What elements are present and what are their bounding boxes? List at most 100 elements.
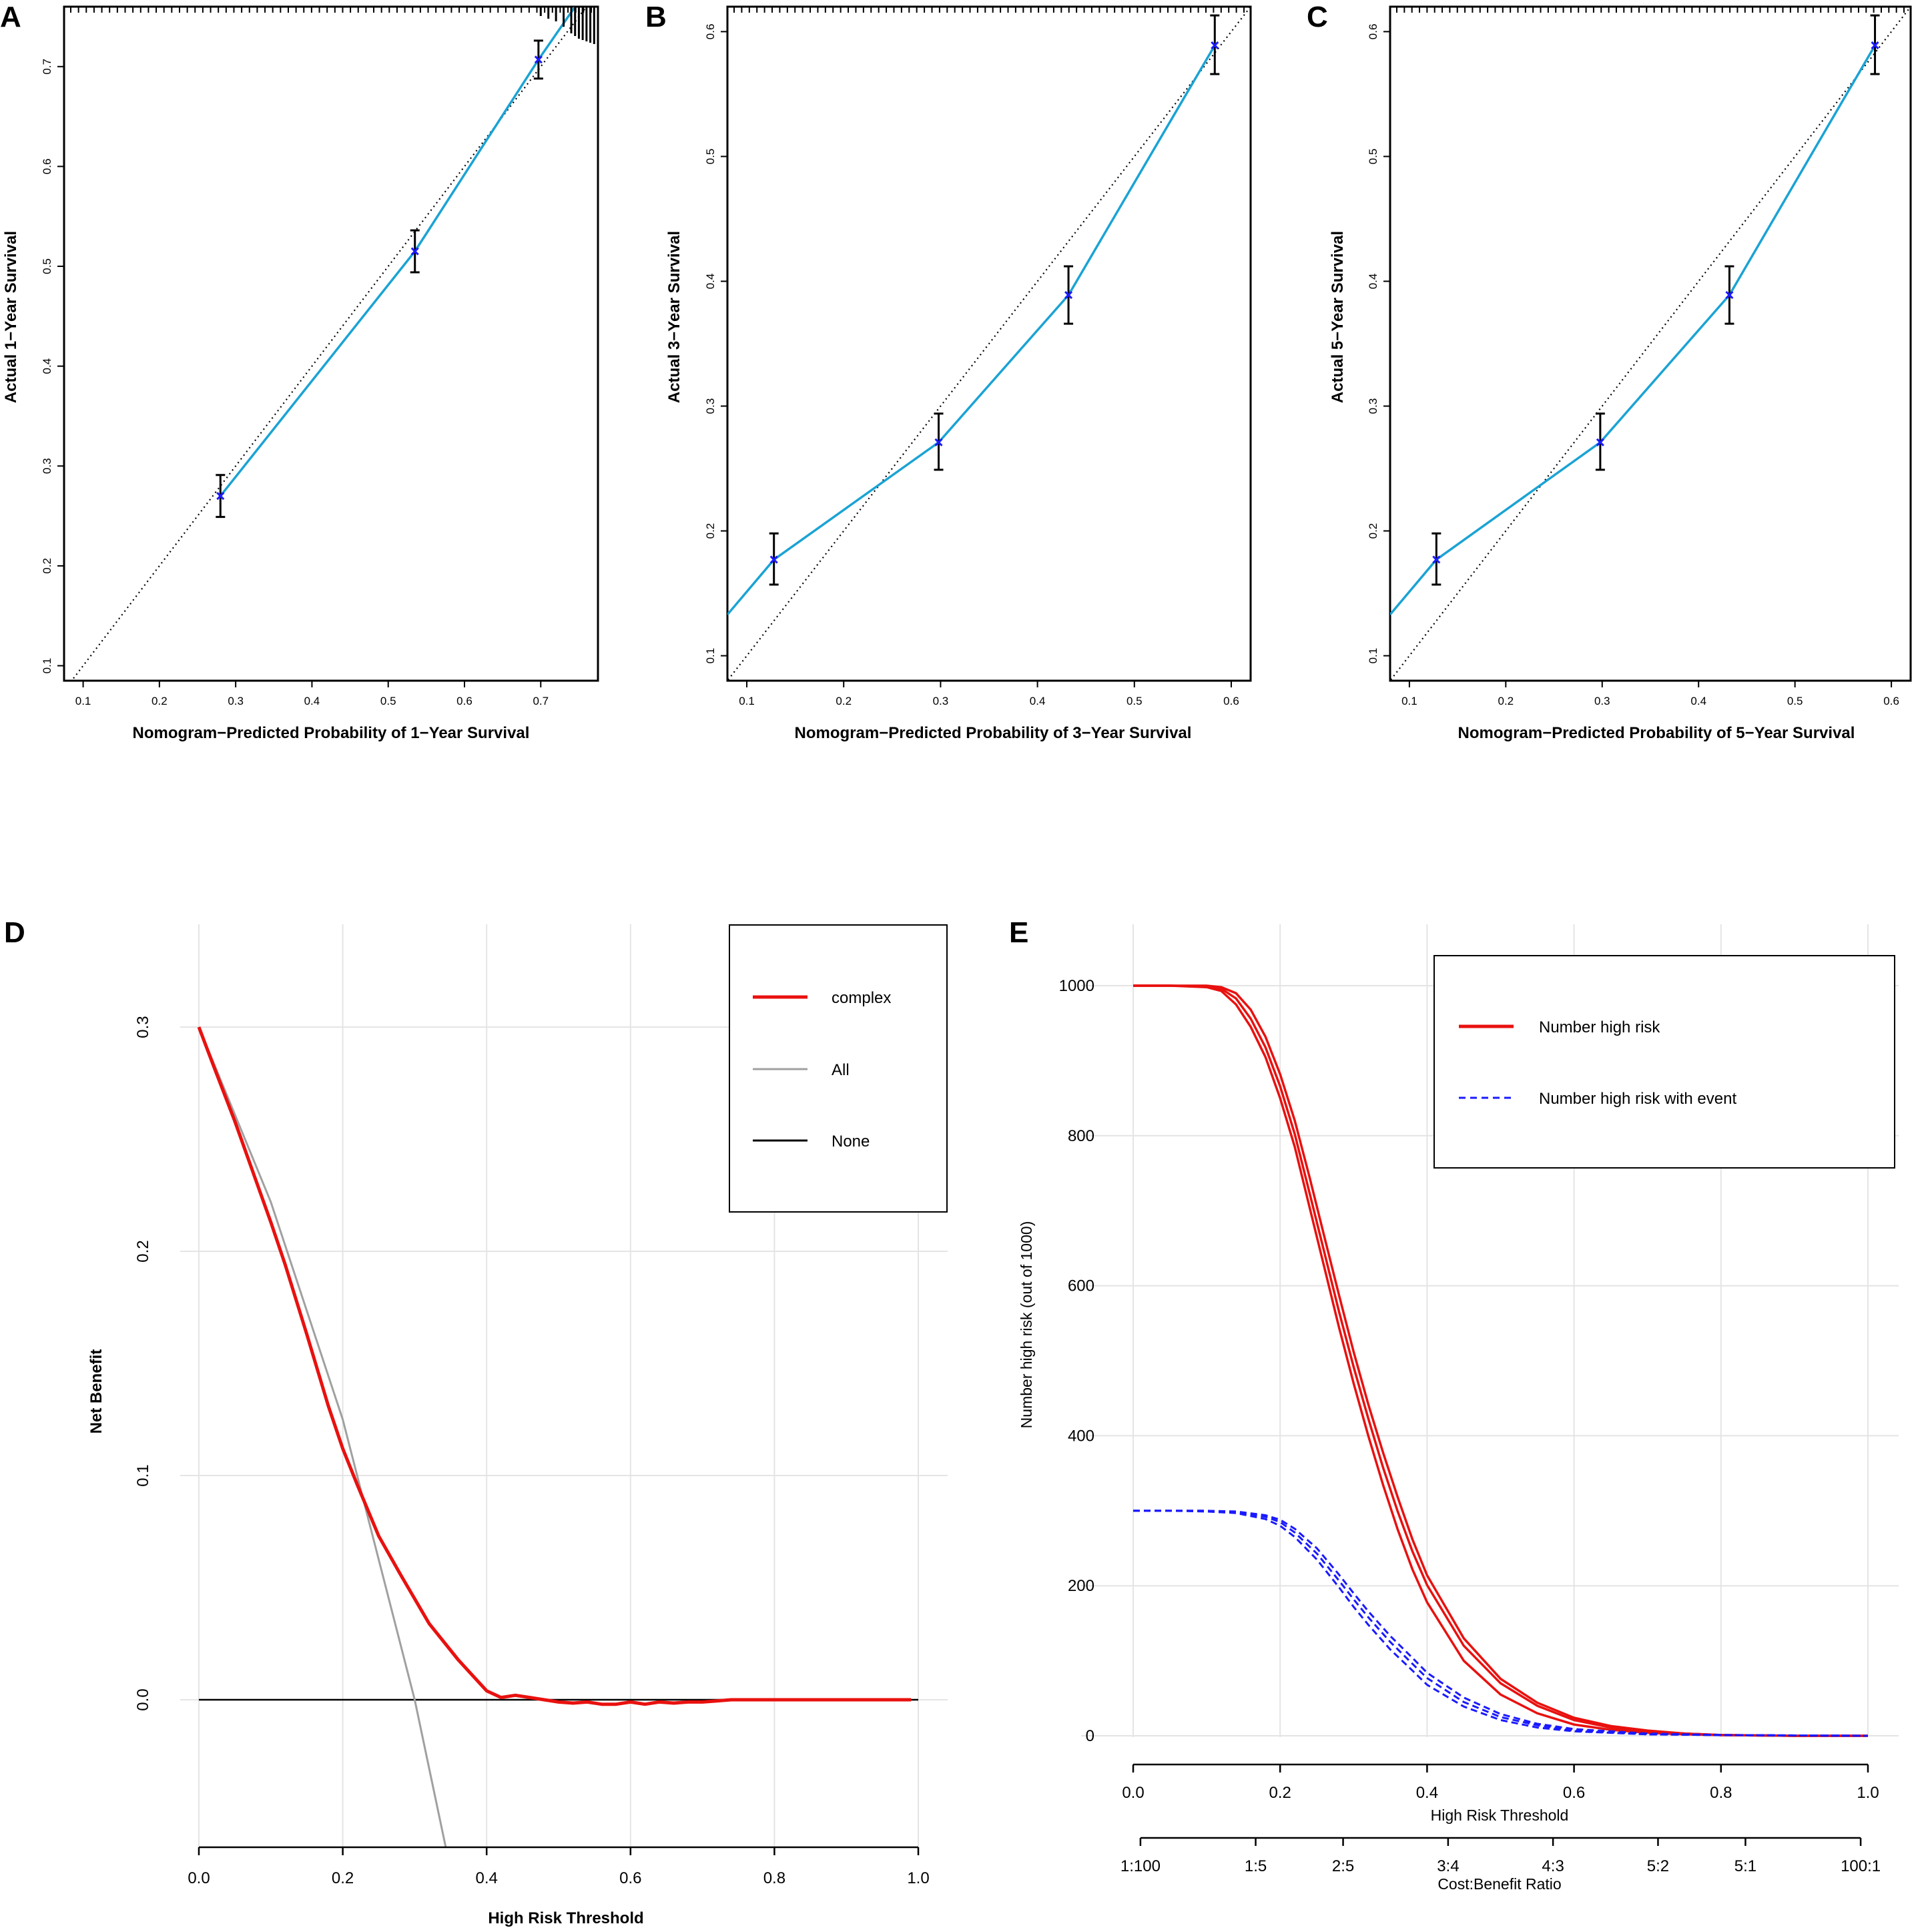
ideal-reference-line <box>727 7 1251 681</box>
x-axis-label-e: High Risk Threshold <box>1431 1807 1569 1824</box>
series-complex <box>197 1026 912 1706</box>
calibration-plot-a: 0.1 0.2 0.3 0.4 0.5 0.6 0.7 0.1 0.2 0.3 0.4 0.5 0.6 0… <box>41 7 595 707</box>
legend-label-with-event: Number high risk with event <box>1539 1090 1736 1108</box>
plot-frame-c <box>1389 5 1912 682</box>
y-tick-label: 0 <box>1086 1727 1094 1745</box>
y-tick-label: 0.7 <box>41 59 53 75</box>
x-tick-label: 0.4 <box>1416 1784 1438 1802</box>
x-tick-label: 0.5 <box>1787 695 1803 707</box>
y-tick-label: 0.1 <box>704 648 717 664</box>
x-tick-label: 0.5 <box>380 695 396 707</box>
y-tick-label: 600 <box>1068 1277 1094 1295</box>
data-point <box>1596 438 1604 446</box>
data-point <box>1211 41 1219 50</box>
legend-e <box>1433 955 1895 1169</box>
legend-label-complex: complex <box>832 989 891 1007</box>
x2-tick-label: 5:2 <box>1647 1857 1669 1875</box>
data-point <box>410 247 419 256</box>
x-tick-label: 0.8 <box>1710 1784 1732 1802</box>
x-tick-label: 0.2 <box>1269 1784 1291 1802</box>
x2-axis-label-e: Cost:Benefit Ratio <box>1437 1875 1561 1893</box>
x-tick-label: 0.6 <box>1223 695 1239 707</box>
x2-tick-label: 2:5 <box>1332 1857 1354 1875</box>
y-axis-label-d: Net Benefit <box>87 1349 105 1434</box>
y-tick-label: 0.4 <box>41 358 53 374</box>
series-high-risk <box>1133 984 1868 1737</box>
legend-label-none: None <box>832 1133 870 1151</box>
y-axis-label-c: Actual 5−Year Survival <box>1329 231 1347 403</box>
x-axis-label-a: Nomogram−Predicted Probability of 1−Year… <box>133 724 530 742</box>
y-tick-label: 0.1 <box>1367 648 1379 664</box>
y-tick-label: 0.0 <box>134 1688 152 1710</box>
y-tick-label: 0.3 <box>41 458 53 474</box>
x2-tick-label: 4:3 <box>1542 1857 1564 1875</box>
panel-e: E 0 200 400 600 800 1000 0.0 0.2 0.4 0.6 0.8 1.0 1:1… <box>1009 916 1899 1893</box>
data-point <box>1725 290 1734 300</box>
y-tick-label: 0.3 <box>704 398 717 414</box>
calibration-curve <box>1390 45 1877 616</box>
y-tick-label: 0.6 <box>1367 24 1379 40</box>
y-tick-label: 0.5 <box>41 258 53 274</box>
x-tick-label: 0.4 <box>1030 695 1046 707</box>
y-tick-label: 0.6 <box>41 159 53 175</box>
y-tick-label: 0.6 <box>704 24 717 40</box>
y-tick-label: 0.2 <box>41 558 53 574</box>
y-tick-label: 0.3 <box>134 1016 152 1038</box>
y-tick-label: 0.5 <box>704 149 717 165</box>
x-tick-label: 0.6 <box>1563 1784 1585 1802</box>
data-point <box>216 492 225 501</box>
data-point <box>769 555 778 564</box>
x2-tick-label: 1:5 <box>1245 1857 1267 1875</box>
x-tick-label: 0.0 <box>1122 1784 1144 1802</box>
calibration-plot-b: 0.1 0.2 0.3 0.4 0.5 0.6 0.1 0.2 0.3 0.4 0.5 0.6 <box>704 7 1251 707</box>
y-tick-label: 0.1 <box>134 1464 152 1486</box>
panel-label-c: C <box>1307 1 1328 33</box>
x-tick-label: 0.1 <box>75 695 91 707</box>
y-tick-label: 400 <box>1068 1427 1094 1445</box>
y-tick-label: 0.5 <box>1367 149 1379 165</box>
decision-curve-plot: 0.0 0.2 0.4 0.6 0.8 1.0 0.0 0.1 0.2 0.3 <box>134 924 948 1887</box>
x-tick-label: 0.3 <box>1594 695 1610 707</box>
y-tick-label: 0.1 <box>41 658 53 674</box>
y-tick-label: 0.3 <box>1367 398 1379 414</box>
calibration-plot-c: 0.1 0.2 0.3 0.4 0.5 0.6 0.1 0.2 0.3 0.4 0.5 0.6 <box>1367 7 1911 707</box>
series-all <box>198 1026 447 1847</box>
x-tick-label: 0.3 <box>933 695 949 707</box>
panel-label-a: A <box>0 1 21 33</box>
panel-c: C 0.1 0.2 0.3 0.4 0.5 0.6 0.1 0.2 0.3 0.4 0.5 0.6 N… <box>1307 1 1912 742</box>
data-point <box>934 438 943 446</box>
x2-tick-label: 3:4 <box>1437 1857 1459 1875</box>
x-tick-label: 0.8 <box>763 1869 785 1887</box>
y-axis-label-b: Actual 3−Year Survival <box>665 231 683 403</box>
legend-label-all: All <box>832 1061 850 1079</box>
x-tick-label: 1.0 <box>907 1869 929 1887</box>
plot-frame-b <box>726 5 1252 682</box>
legend-label-high-risk: Number high risk <box>1539 1018 1660 1036</box>
plot-frame-a <box>63 5 599 682</box>
ideal-reference-line <box>71 7 588 681</box>
x-tick-label: 0.6 <box>456 695 472 707</box>
calibration-curve <box>727 45 1216 616</box>
x-tick-label: 0.1 <box>739 695 755 707</box>
x-tick-label: 0.5 <box>1126 695 1143 707</box>
panel-label-e: E <box>1009 916 1028 949</box>
x-axis-label-b: Nomogram−Predicted Probability of 3−Year… <box>795 724 1192 742</box>
x-tick-label: 0.3 <box>228 695 244 707</box>
panel-a: A 0.1 0.2 0.3 0.4 0.5 0.6 0.70.10.20.30.40.50.… <box>0 1 599 742</box>
x-tick-label: 0.4 <box>476 1869 498 1887</box>
data-point <box>1432 555 1441 564</box>
risk-curve-plot: 0 200 400 600 800 1000 0.0 0.2 0.4 0.6 0.8 1.0 1:100… <box>1059 924 1899 1875</box>
data-point <box>534 55 543 64</box>
x-tick-label: 0.2 <box>151 695 168 707</box>
x-tick-label: 0.6 <box>1883 695 1899 707</box>
data-point <box>1064 290 1073 300</box>
x-tick-label: 0.2 <box>332 1869 354 1887</box>
y-tick-label: 0.2 <box>134 1240 152 1262</box>
x-tick-label: 0.7 <box>533 695 549 707</box>
calibration-curve <box>219 7 577 497</box>
x-tick-label: 0.4 <box>304 695 320 707</box>
x2-tick-label: 1:100 <box>1120 1857 1161 1875</box>
series-with-event <box>1133 1510 1869 1737</box>
series-high-risk <box>1133 984 1868 1737</box>
